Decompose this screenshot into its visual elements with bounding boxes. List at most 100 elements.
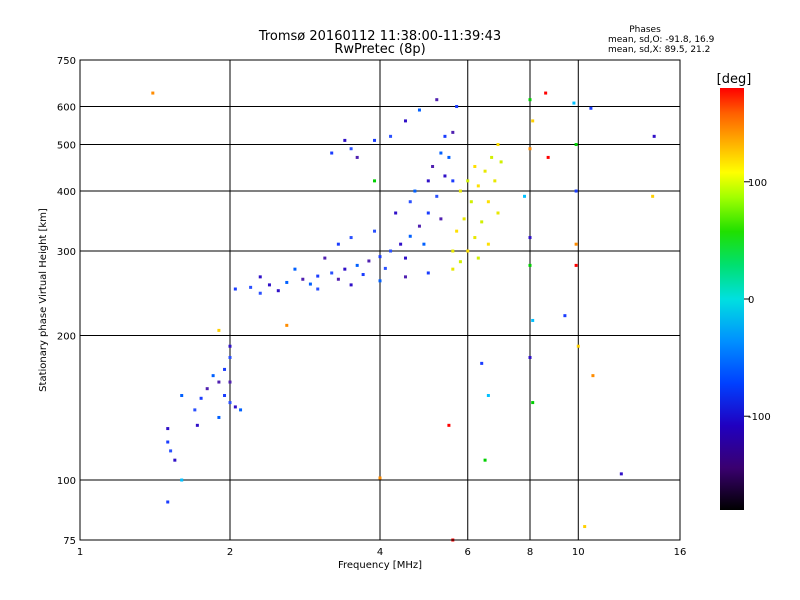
data-point	[193, 408, 197, 412]
data-point	[439, 151, 443, 155]
data-point	[228, 401, 232, 405]
data-point	[451, 267, 455, 271]
data-point	[330, 271, 334, 275]
x-tick-label: 16	[674, 547, 687, 558]
data-point	[431, 164, 435, 168]
y-axis-label: Stationary phase Virtual Height [km]	[38, 208, 49, 392]
data-point	[619, 472, 623, 476]
data-point	[496, 211, 500, 215]
y-tick-label: 200	[57, 332, 76, 343]
data-point	[399, 242, 403, 246]
data-point	[413, 189, 417, 193]
data-point	[330, 151, 334, 155]
data-point	[373, 179, 377, 183]
data-point	[422, 242, 426, 246]
data-point	[523, 194, 527, 198]
data-point	[316, 274, 320, 278]
data-point	[583, 525, 587, 529]
data-point	[490, 155, 494, 159]
data-point	[455, 229, 459, 233]
chart-subtitle: RwPretec (8p)	[334, 42, 425, 57]
y-tick-label: 400	[57, 187, 76, 198]
data-point	[426, 179, 430, 183]
data-point	[378, 279, 382, 283]
data-point	[426, 271, 430, 275]
series-0	[233, 98, 459, 295]
x-axis-ticks: 1 2 4 6 8 10 16	[77, 547, 687, 558]
data-point	[166, 427, 170, 431]
data-point	[466, 179, 470, 183]
data-point	[336, 242, 340, 246]
data-point	[528, 98, 532, 102]
data-point	[480, 361, 484, 365]
data-point	[473, 236, 477, 240]
data-point	[301, 277, 305, 281]
data-point	[349, 147, 353, 151]
data-point	[258, 291, 262, 295]
data-point	[528, 263, 532, 267]
data-point	[466, 249, 470, 253]
data-point	[476, 184, 480, 188]
x-tick-label: 6	[465, 547, 471, 558]
data-point	[451, 249, 455, 253]
data-point	[211, 374, 215, 378]
data-point	[408, 200, 412, 204]
data-point	[531, 318, 535, 322]
data-point	[403, 275, 407, 279]
grid-lines	[80, 60, 680, 540]
data-point	[451, 179, 455, 183]
data-point	[458, 260, 462, 264]
data-point	[496, 143, 500, 147]
data-point	[389, 249, 393, 253]
data-point	[349, 283, 353, 287]
data-point	[233, 405, 237, 409]
data-point	[435, 194, 439, 198]
colorbar	[720, 88, 744, 510]
data-point	[455, 105, 459, 109]
x-tick-label: 4	[377, 547, 383, 558]
data-point	[195, 423, 199, 427]
data-point	[483, 458, 487, 462]
data-point	[462, 217, 466, 221]
data-point	[394, 211, 398, 215]
data-point	[528, 236, 532, 240]
series-2	[166, 344, 243, 462]
data-point	[651, 194, 655, 198]
y-tick-label: 300	[57, 247, 76, 258]
data-point	[169, 449, 173, 453]
y-tick-label: 75	[63, 536, 76, 547]
data-point	[205, 387, 209, 391]
data-point	[199, 396, 203, 400]
chart-title: Tromsø 20160112 11:38:00-11:39:43	[258, 29, 501, 44]
data-point	[458, 189, 462, 193]
data-point	[239, 408, 243, 412]
data-point	[378, 476, 382, 480]
data-point	[323, 256, 327, 260]
data-point	[531, 119, 535, 123]
data-point	[180, 394, 184, 398]
data-point	[652, 134, 656, 138]
data-point	[285, 280, 289, 284]
plot-frame	[79, 59, 681, 541]
data-point	[223, 394, 227, 398]
phases-legend-title: Phases	[629, 25, 661, 35]
data-point	[451, 130, 455, 134]
data-point	[308, 282, 312, 286]
data-point	[408, 234, 412, 238]
data-point	[403, 256, 407, 260]
data-point	[480, 220, 484, 224]
data-point	[389, 134, 393, 138]
data-point	[258, 275, 262, 279]
data-point	[528, 355, 532, 359]
data-point	[544, 91, 548, 95]
data-point	[373, 229, 377, 233]
data-point	[572, 101, 576, 105]
data-point	[483, 169, 487, 173]
y-tick-label: 100	[57, 476, 76, 487]
colorbar-tick-label: 100	[748, 178, 767, 189]
data-point	[589, 106, 593, 110]
data-point	[228, 355, 232, 359]
x-tick-label: 8	[527, 547, 533, 558]
data-point	[574, 143, 578, 147]
